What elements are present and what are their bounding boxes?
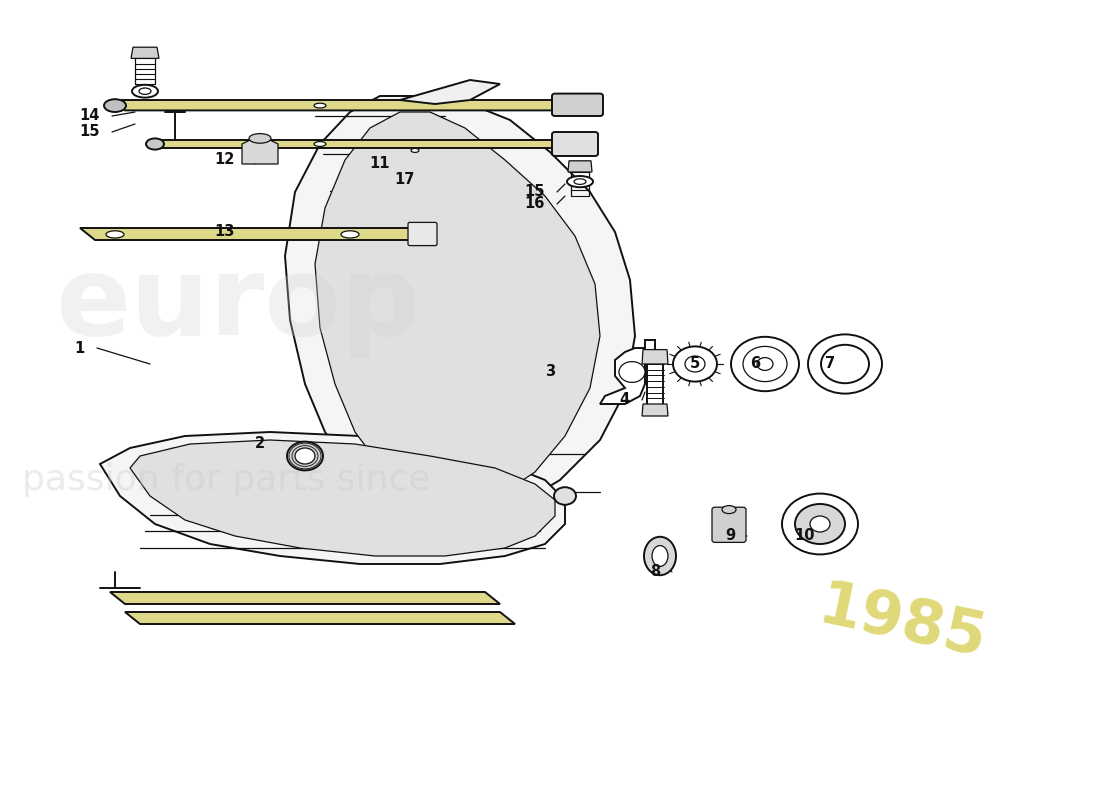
Ellipse shape: [139, 88, 151, 94]
Polygon shape: [130, 440, 556, 556]
Text: 10: 10: [794, 529, 815, 543]
Ellipse shape: [341, 230, 359, 238]
FancyBboxPatch shape: [552, 94, 603, 116]
FancyBboxPatch shape: [408, 222, 437, 246]
Polygon shape: [285, 96, 635, 512]
Polygon shape: [131, 47, 160, 58]
Circle shape: [808, 334, 882, 394]
Polygon shape: [642, 350, 668, 364]
Polygon shape: [315, 112, 600, 500]
Ellipse shape: [411, 149, 419, 152]
Polygon shape: [568, 161, 592, 172]
Text: 6: 6: [750, 357, 760, 371]
Circle shape: [287, 442, 323, 470]
Circle shape: [757, 358, 773, 370]
Ellipse shape: [722, 506, 736, 514]
Polygon shape: [80, 228, 425, 240]
Text: 16: 16: [525, 197, 544, 211]
Circle shape: [795, 504, 845, 544]
Ellipse shape: [314, 103, 326, 108]
Text: europ: europ: [55, 250, 420, 358]
Text: 11: 11: [370, 157, 390, 171]
Text: 2: 2: [255, 437, 265, 451]
Text: 7: 7: [825, 357, 835, 371]
Circle shape: [619, 362, 645, 382]
Circle shape: [295, 448, 315, 464]
Ellipse shape: [574, 179, 586, 184]
Ellipse shape: [652, 546, 668, 566]
Polygon shape: [242, 140, 278, 164]
Ellipse shape: [106, 230, 124, 238]
Ellipse shape: [644, 537, 676, 575]
Text: 5: 5: [690, 357, 700, 371]
Text: 17: 17: [395, 173, 415, 187]
Text: 1: 1: [75, 341, 85, 355]
Polygon shape: [110, 592, 500, 604]
Text: 14: 14: [79, 109, 100, 123]
Circle shape: [810, 516, 830, 532]
Text: 15: 15: [79, 125, 100, 139]
Ellipse shape: [249, 134, 271, 143]
Text: 13: 13: [214, 225, 235, 239]
Polygon shape: [400, 80, 500, 104]
Text: 15: 15: [525, 185, 544, 199]
Polygon shape: [100, 432, 565, 564]
Text: 8: 8: [650, 565, 660, 579]
Circle shape: [673, 346, 717, 382]
Polygon shape: [155, 140, 560, 148]
Text: 3: 3: [544, 365, 556, 379]
Text: 9: 9: [725, 529, 735, 543]
Ellipse shape: [146, 138, 164, 150]
FancyBboxPatch shape: [552, 132, 598, 156]
Text: 12: 12: [214, 153, 235, 167]
Ellipse shape: [566, 176, 593, 187]
Ellipse shape: [314, 142, 326, 146]
Text: passion for parts since: passion for parts since: [22, 463, 430, 497]
Text: 1985: 1985: [813, 578, 991, 670]
Polygon shape: [642, 404, 668, 416]
Text: 4: 4: [620, 393, 630, 407]
Circle shape: [732, 337, 799, 391]
Circle shape: [782, 494, 858, 554]
Polygon shape: [116, 100, 565, 110]
Ellipse shape: [132, 85, 158, 98]
Polygon shape: [125, 612, 515, 624]
Ellipse shape: [104, 99, 126, 112]
FancyBboxPatch shape: [712, 507, 746, 542]
Circle shape: [685, 356, 705, 372]
Polygon shape: [600, 340, 654, 404]
Circle shape: [742, 346, 786, 382]
Ellipse shape: [554, 487, 576, 505]
Circle shape: [821, 345, 869, 383]
